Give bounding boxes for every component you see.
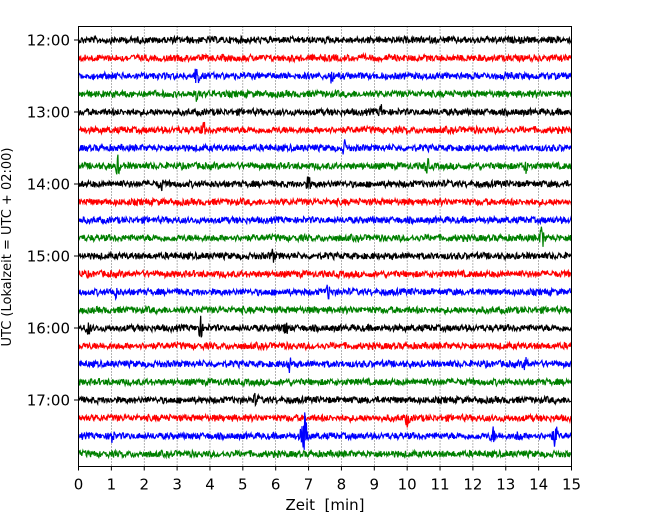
traces (77, 34, 573, 460)
y-axis: 12:00 13:00 14:00 15:00 16:00 17:00 (27, 32, 79, 410)
x-axis-label: Zeit [min] (285, 496, 364, 514)
x-tick-label: 9 (370, 476, 380, 494)
trace-1445 (77, 226, 573, 247)
x-tick-label: 10 (398, 476, 417, 494)
x-tick-label: 12 (463, 476, 482, 494)
trace-1215 (77, 51, 573, 64)
trace-1730 (77, 412, 573, 450)
trace-1430 (77, 214, 573, 226)
y-axis-label: UTC (Lokalzeit = UTC + 02:00) (0, 148, 15, 347)
trace-1245 (77, 88, 573, 102)
trace-1315 (77, 121, 572, 136)
trace-1600 (77, 315, 573, 338)
grid-lines (111, 26, 539, 467)
trace-1330 (77, 139, 573, 155)
trace-1615 (77, 340, 573, 352)
x-tick-label: 4 (205, 476, 215, 494)
plot-frame (78, 26, 572, 467)
x-tick-label: 13 (496, 476, 515, 494)
trace-1630 (78, 357, 573, 374)
x-tick-label: 2 (139, 476, 149, 494)
y-tick-label: 14:00 (27, 176, 70, 194)
x-tick-label: 15 (562, 476, 581, 494)
y-tick-label: 16:00 (27, 320, 70, 338)
y-tick-label: 17:00 (27, 392, 70, 410)
y-tick-label: 13:00 (27, 104, 70, 122)
trace-1700 (78, 392, 572, 408)
trace-1400 (77, 176, 573, 192)
x-tick-label: 7 (304, 476, 314, 494)
trace-1530 (77, 284, 573, 301)
trace-1745 (77, 448, 573, 460)
trace-1545 (77, 304, 572, 316)
x-tick-label: 8 (337, 476, 347, 494)
trace-1515 (77, 268, 572, 280)
y-tick-label: 12:00 (27, 32, 70, 50)
x-tick-label: 3 (172, 476, 182, 494)
x-tick-label: 11 (430, 476, 449, 494)
trace-1500 (78, 248, 573, 263)
trace-1230 (77, 68, 573, 84)
trace-1715 (78, 412, 573, 428)
x-tick-label: 5 (238, 476, 248, 494)
trace-1200 (77, 34, 573, 46)
trace-1415 (77, 196, 573, 208)
x-tick-label: 6 (271, 476, 281, 494)
x-tick-label: 14 (529, 476, 548, 494)
x-axis: 0 1 2 3 4 5 6 7 8 9 10 11 12 13 14 15 (74, 466, 581, 494)
trace-1300 (77, 104, 573, 118)
x-tick-label: 1 (107, 476, 117, 494)
x-tick-label: 0 (74, 476, 84, 494)
trace-1645 (77, 376, 573, 388)
trace-1345 (77, 154, 572, 175)
y-tick-label: 15:00 (27, 248, 70, 266)
